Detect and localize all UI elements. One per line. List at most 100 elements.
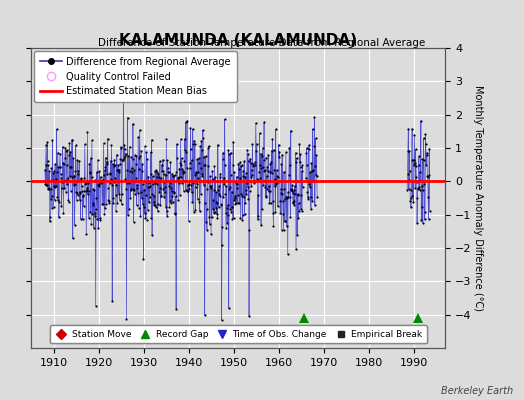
- Point: [98, 200, 106, 207]
- Point: [255, 169, 264, 175]
- Point: [46, 218, 54, 224]
- Point: [242, 187, 250, 193]
- Point: [305, 142, 313, 148]
- Point: [77, 176, 85, 182]
- Point: [97, 178, 105, 185]
- Point: [187, 182, 195, 188]
- Point: [137, 148, 145, 154]
- Point: [170, 189, 178, 195]
- Point: [143, 216, 151, 223]
- Point: [411, 146, 420, 152]
- Point: [76, 190, 84, 197]
- Point: [42, 182, 51, 188]
- Point: [109, 195, 117, 201]
- Point: [80, 203, 88, 209]
- Point: [119, 155, 128, 161]
- Point: [157, 175, 165, 181]
- Point: [140, 186, 148, 193]
- Point: [414, 185, 422, 192]
- Point: [105, 197, 113, 204]
- Point: [78, 216, 86, 222]
- Point: [233, 185, 242, 191]
- Point: [58, 144, 67, 150]
- Point: [407, 195, 415, 201]
- Point: [289, 199, 298, 205]
- Point: [117, 144, 125, 150]
- Point: [189, 180, 198, 186]
- Point: [208, 168, 216, 174]
- Point: [45, 185, 53, 192]
- Point: [121, 176, 129, 182]
- Point: [78, 188, 86, 195]
- Point: [247, 183, 256, 189]
- Point: [225, 151, 234, 158]
- Point: [414, 162, 423, 168]
- Point: [178, 166, 187, 172]
- Point: [161, 172, 170, 178]
- Point: [96, 217, 104, 223]
- Point: [63, 147, 71, 154]
- Point: [305, 184, 314, 190]
- Point: [248, 141, 257, 148]
- Point: [223, 220, 232, 226]
- Point: [43, 139, 51, 146]
- Point: [231, 193, 239, 199]
- Point: [312, 152, 321, 158]
- Point: [72, 142, 80, 149]
- Point: [72, 196, 81, 203]
- Point: [259, 164, 267, 170]
- Point: [423, 152, 431, 158]
- Point: [267, 148, 276, 154]
- Point: [230, 197, 238, 204]
- Point: [410, 162, 418, 168]
- Point: [50, 197, 59, 203]
- Point: [123, 166, 132, 173]
- Point: [305, 180, 313, 187]
- Point: [410, 132, 419, 138]
- Point: [65, 140, 73, 146]
- Point: [75, 158, 83, 164]
- Point: [297, 206, 305, 213]
- Point: [221, 162, 229, 168]
- Point: [61, 154, 69, 161]
- Point: [284, 189, 292, 196]
- Point: [211, 174, 220, 180]
- Point: [179, 188, 188, 194]
- Point: [70, 222, 79, 228]
- Point: [262, 194, 270, 200]
- Point: [180, 169, 188, 176]
- Point: [181, 147, 189, 153]
- Point: [62, 177, 71, 183]
- Point: [295, 208, 303, 214]
- Point: [70, 173, 79, 180]
- Point: [242, 191, 250, 198]
- Point: [69, 235, 77, 242]
- Point: [57, 175, 66, 182]
- Point: [46, 214, 54, 220]
- Point: [213, 211, 221, 217]
- Point: [280, 218, 289, 224]
- Point: [41, 162, 50, 169]
- Point: [170, 172, 179, 178]
- Point: [275, 149, 283, 155]
- Point: [79, 193, 87, 200]
- Point: [133, 202, 141, 208]
- Point: [69, 155, 78, 162]
- Point: [245, 157, 253, 164]
- Point: [81, 180, 90, 186]
- Point: [95, 168, 104, 174]
- Point: [298, 162, 307, 168]
- Point: [162, 208, 171, 214]
- Point: [121, 146, 129, 152]
- Point: [405, 186, 413, 192]
- Point: [85, 161, 93, 167]
- Point: [102, 200, 111, 207]
- Point: [110, 179, 118, 185]
- Point: [304, 196, 312, 202]
- Point: [182, 187, 190, 193]
- Point: [43, 158, 52, 164]
- Point: [420, 216, 429, 222]
- Point: [255, 177, 263, 184]
- Point: [269, 210, 277, 216]
- Point: [130, 152, 139, 158]
